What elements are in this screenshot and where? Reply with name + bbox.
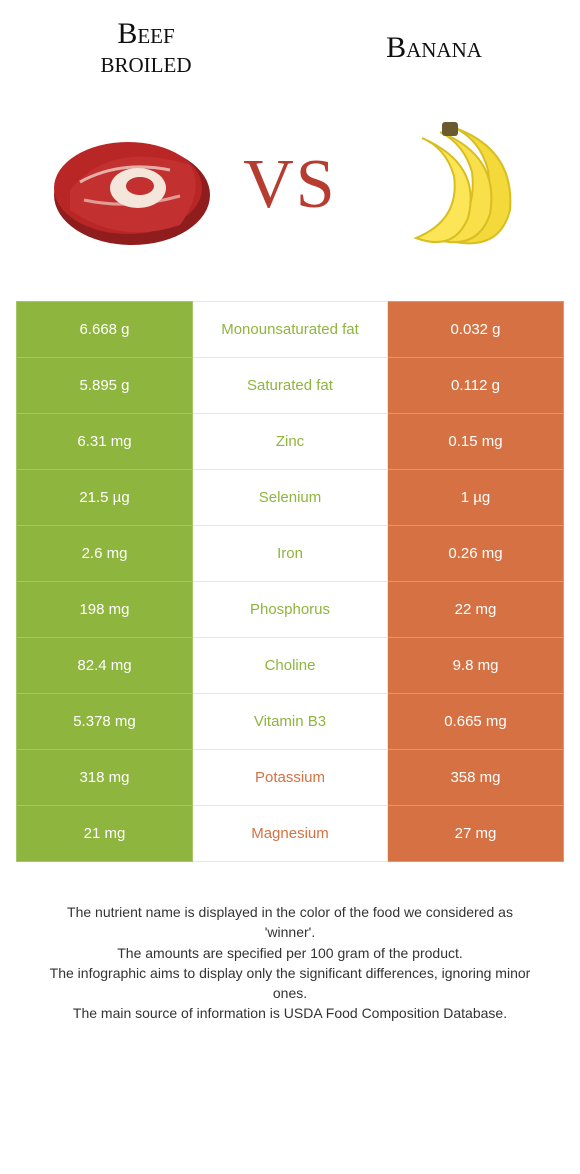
right-value-cell: 358 mg [388,750,564,806]
table-row: 5.895 gSaturated fat0.112 g [17,358,564,414]
table-row: 82.4 mgCholine9.8 mg [17,638,564,694]
right-value-cell: 0.112 g [388,358,564,414]
nutrient-label-cell: Potassium [193,750,388,806]
nutrient-label-cell: Phosphorus [193,582,388,638]
footnote-line: The infographic aims to display only the… [42,963,538,1004]
nutrient-label-cell: Monounsaturated fat [193,302,388,358]
left-value-cell: 82.4 mg [17,638,193,694]
nutrient-label-cell: Vitamin B3 [193,694,388,750]
nutrient-label-cell: Saturated fat [193,358,388,414]
right-food-image [360,105,540,265]
left-value-cell: 6.668 g [17,302,193,358]
left-food-image [40,105,220,265]
right-value-cell: 0.665 mg [388,694,564,750]
nutrient-label-cell: Magnesium [193,806,388,862]
footnote-line: The main source of information is USDA F… [42,1003,538,1023]
right-value-cell: 9.8 mg [388,638,564,694]
left-value-cell: 2.6 mg [17,526,193,582]
table-row: 21 mgMagnesium27 mg [17,806,564,862]
right-food-title: Banana [334,34,534,63]
right-value-cell: 0.26 mg [388,526,564,582]
table-row: 318 mgPotassium358 mg [17,750,564,806]
table-row: 5.378 mgVitamin B30.665 mg [17,694,564,750]
table-row: 6.668 gMonounsaturated fat0.032 g [17,302,564,358]
right-value-cell: 27 mg [388,806,564,862]
footnote-line: The nutrient name is displayed in the co… [42,902,538,943]
footnotes: The nutrient name is displayed in the co… [16,902,564,1024]
table-row: 6.31 mgZinc0.15 mg [17,414,564,470]
left-value-cell: 21 mg [17,806,193,862]
nutrient-label-cell: Selenium [193,470,388,526]
nutrient-label-cell: Zinc [193,414,388,470]
footnote-line: The amounts are specified per 100 gram o… [42,943,538,963]
left-value-cell: 318 mg [17,750,193,806]
left-value-cell: 198 mg [17,582,193,638]
right-value-cell: 0.15 mg [388,414,564,470]
left-value-cell: 5.895 g [17,358,193,414]
right-value-cell: 22 mg [388,582,564,638]
left-value-cell: 21.5 µg [17,470,193,526]
left-value-cell: 6.31 mg [17,414,193,470]
left-food-title: Beefbroiled [46,20,246,77]
table-row: 2.6 mgIron0.26 mg [17,526,564,582]
table-row: 198 mgPhosphorus22 mg [17,582,564,638]
left-value-cell: 5.378 mg [17,694,193,750]
nutrient-label-cell: Choline [193,638,388,694]
right-value-cell: 1 µg [388,470,564,526]
nutrient-label-cell: Iron [193,526,388,582]
right-value-cell: 0.032 g [388,302,564,358]
vs-label: VS [243,145,336,225]
table-row: 21.5 µgSelenium1 µg [17,470,564,526]
nutrient-table: 6.668 gMonounsaturated fat0.032 g5.895 g… [16,301,564,862]
